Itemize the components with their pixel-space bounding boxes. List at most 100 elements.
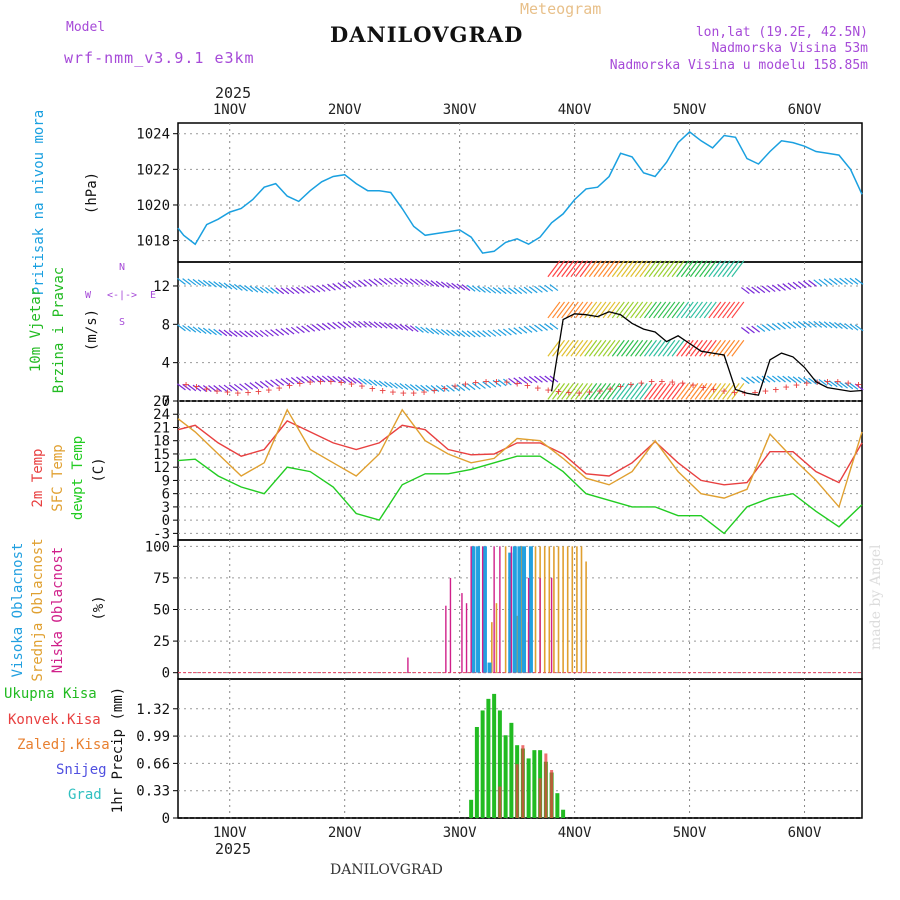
wind-barb-storm bbox=[708, 301, 722, 319]
wind-barb-storm bbox=[717, 383, 731, 400]
wind-barb-storm bbox=[731, 260, 745, 278]
cloud-low-bar bbox=[550, 577, 553, 673]
wind-barb-storm bbox=[547, 383, 561, 400]
wind-barb-storm bbox=[639, 260, 653, 278]
wind-speed-marker: + bbox=[752, 386, 759, 399]
cloud-mid-bar bbox=[576, 546, 578, 673]
wind-barb bbox=[771, 323, 781, 331]
wind-barb bbox=[782, 322, 792, 329]
wind-barb bbox=[523, 325, 533, 333]
wind-barb bbox=[849, 277, 859, 285]
wind-barb-storm bbox=[602, 301, 616, 319]
wind-barb-storm bbox=[630, 383, 644, 400]
cloud-high-bar bbox=[471, 546, 476, 673]
wind-barb-storm bbox=[584, 383, 598, 400]
wind-barb-storm bbox=[547, 301, 561, 319]
y-tick-label: 8 bbox=[162, 317, 170, 333]
wind-axis-label-2: Brzina i Pravac bbox=[51, 267, 67, 393]
wind-speed-marker: + bbox=[183, 378, 190, 391]
wind-barb-storm bbox=[666, 339, 680, 357]
wind-barb-storm bbox=[703, 301, 717, 319]
wind-speed-marker: + bbox=[245, 386, 252, 399]
wind-barb bbox=[208, 328, 217, 336]
wind-barb-storm bbox=[699, 339, 713, 357]
wind-barb bbox=[368, 321, 378, 329]
wind-barb bbox=[244, 285, 254, 293]
temp-2m-line bbox=[177, 420, 863, 486]
wind-barb bbox=[389, 277, 398, 285]
legend-snow: Snijeg bbox=[56, 762, 107, 778]
y-tick-label: 0 bbox=[162, 513, 170, 529]
wind-speed-marker: + bbox=[276, 381, 283, 394]
wind-barb-storm bbox=[616, 260, 630, 278]
wind-barb-storm bbox=[689, 383, 703, 400]
wind-speed-marker: + bbox=[297, 377, 304, 390]
y-tick-label: 0 bbox=[162, 666, 170, 682]
wind-barb bbox=[456, 330, 466, 338]
wind-barb bbox=[508, 327, 517, 335]
wind-barb-storm bbox=[657, 301, 671, 319]
wind-barb-storm bbox=[575, 301, 588, 319]
precip-total-bar bbox=[492, 693, 497, 818]
wind-barb-storm bbox=[653, 260, 667, 278]
wind-barb bbox=[394, 323, 404, 331]
wind-barb-storm bbox=[616, 339, 630, 357]
wind-barb bbox=[404, 383, 414, 391]
wind-barb bbox=[549, 322, 559, 330]
wind-barb bbox=[192, 326, 202, 334]
wind-barb-storm bbox=[639, 339, 653, 357]
wind-barb bbox=[456, 283, 466, 291]
y-tick-label: 18 bbox=[153, 434, 170, 450]
wind-barb bbox=[389, 381, 398, 389]
wind-barb bbox=[440, 328, 450, 336]
wind-barb bbox=[797, 281, 807, 289]
wind-barb-storm bbox=[593, 301, 607, 319]
wind-barb bbox=[296, 286, 305, 294]
wind-barb bbox=[316, 284, 326, 292]
wind-barb bbox=[487, 286, 497, 294]
wind-barb-storm bbox=[547, 260, 561, 278]
wind-barb bbox=[854, 324, 864, 332]
wind-barb bbox=[290, 287, 300, 295]
wind-barb-storm bbox=[556, 339, 570, 357]
wind-barb bbox=[404, 277, 414, 285]
cloud-low-bar bbox=[445, 605, 447, 673]
cloud-mid-bar bbox=[557, 546, 560, 673]
wind-speed-marker: + bbox=[586, 386, 593, 399]
wind-barb bbox=[792, 281, 802, 289]
wind-barb bbox=[213, 281, 223, 289]
wind-barb bbox=[280, 378, 290, 386]
wind-barb bbox=[513, 377, 523, 385]
wind-barb bbox=[378, 380, 388, 388]
wind-barb-storm bbox=[579, 339, 593, 357]
wind-barb bbox=[740, 287, 750, 295]
compass-arrows: <-|-> bbox=[107, 290, 137, 301]
wind-barb bbox=[368, 278, 378, 286]
wind-barb bbox=[813, 320, 823, 328]
wind-barb-storm bbox=[625, 339, 639, 357]
wind-speed-marker: + bbox=[286, 379, 293, 392]
wind-barb-storm bbox=[726, 260, 740, 278]
wind-barb-storm bbox=[703, 260, 717, 278]
wind-barb-storm bbox=[666, 260, 680, 278]
wind-barb bbox=[228, 283, 238, 291]
wind-speed-marker: + bbox=[566, 386, 573, 399]
wind-barb bbox=[352, 377, 362, 385]
model-name: wrf-nmm_v3.9.1 e3km bbox=[64, 49, 255, 67]
cloud-mid-bar bbox=[566, 546, 569, 673]
top-day-label: 4NOV bbox=[558, 102, 592, 118]
wind-barb bbox=[342, 281, 352, 289]
legend-hail: Grad bbox=[68, 787, 102, 803]
wind-barb-storm bbox=[556, 383, 570, 400]
wind-speed-line bbox=[550, 311, 863, 396]
wind-barb bbox=[321, 375, 331, 383]
wind-barb bbox=[244, 330, 254, 338]
wind-speed-marker: + bbox=[576, 386, 583, 399]
wind-barb bbox=[270, 329, 279, 337]
wind-barb-storm bbox=[630, 301, 644, 319]
wind-barb bbox=[218, 281, 228, 289]
wind-barb bbox=[254, 330, 264, 338]
wind-axis-label-1: 10m Vjetar bbox=[28, 288, 44, 372]
wind-barb bbox=[409, 325, 419, 333]
